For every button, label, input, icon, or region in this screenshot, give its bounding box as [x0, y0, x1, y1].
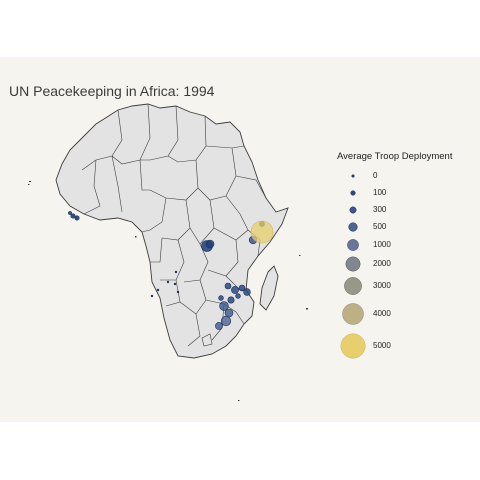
- marker-liberia: [70, 213, 76, 219]
- marker-mozambique-4: [243, 288, 251, 296]
- legend-label: 2000: [373, 259, 391, 268]
- legend-label: 100: [373, 188, 387, 197]
- legend-swatch: [351, 174, 355, 178]
- legend-swatch: [348, 222, 358, 232]
- marker-angola-6: [173, 282, 177, 286]
- legend-swatch: [347, 239, 359, 251]
- marker-liberia-2: [74, 215, 80, 221]
- legend-label: 4000: [373, 309, 391, 318]
- small-islands: [28, 181, 308, 401]
- legend-label: 300: [373, 205, 387, 214]
- legend-swatch: [345, 256, 361, 272]
- marker-mozambique-7: [219, 301, 229, 311]
- legend-swatch: [344, 277, 362, 295]
- marker-mozambique-6: [227, 296, 235, 304]
- legend-title: Average Troop Deployment: [337, 151, 453, 162]
- legend-item: 4000: [336, 301, 456, 327]
- legend-label: 500: [373, 222, 387, 231]
- legend-item: 1000: [336, 232, 456, 258]
- legend-swatch: [342, 303, 364, 325]
- legend-item: 0: [336, 163, 456, 189]
- marker-mozambique-11: [218, 295, 224, 301]
- legend-swatch: [340, 333, 366, 359]
- marker-angola-4: [176, 290, 180, 294]
- marker-somalia-large: [250, 220, 274, 244]
- marker-mozambique-10: [215, 322, 223, 330]
- deployment-markers: [68, 211, 274, 330]
- marker-rwanda-2: [205, 239, 215, 249]
- marker-mozambique-5: [235, 293, 241, 299]
- legend-label: 1000: [373, 240, 391, 249]
- legend-label: 3000: [373, 281, 391, 290]
- legend-label: 0: [373, 171, 378, 180]
- map-title: UN Peacekeeping in Africa: 1994: [9, 83, 215, 99]
- marker-angola-1: [174, 270, 178, 274]
- marker-mozambique-8: [224, 308, 234, 318]
- legend-swatch: [350, 190, 356, 196]
- madagascar-island: [259, 265, 279, 311]
- legend-item: 2000: [336, 251, 456, 277]
- legend-label: 5000: [373, 341, 391, 350]
- legend-item: 300: [336, 197, 456, 223]
- legend-item: 100: [336, 180, 456, 206]
- marker-mozambique-3: [238, 284, 246, 292]
- marker-mozambique-1: [224, 282, 232, 290]
- marker-mozambique-9: [220, 315, 232, 327]
- legend-item: 5000: [336, 333, 456, 359]
- marker-angola-2: [166, 280, 170, 284]
- marker-angola-3: [156, 288, 160, 292]
- marker-mozambique-2: [231, 286, 239, 294]
- legend-swatch: [349, 206, 357, 214]
- legend-item: 3000: [336, 273, 456, 299]
- marker-angola-5: [150, 294, 154, 298]
- legend-item: 500: [336, 214, 456, 240]
- marker-liberia-3: [68, 211, 72, 215]
